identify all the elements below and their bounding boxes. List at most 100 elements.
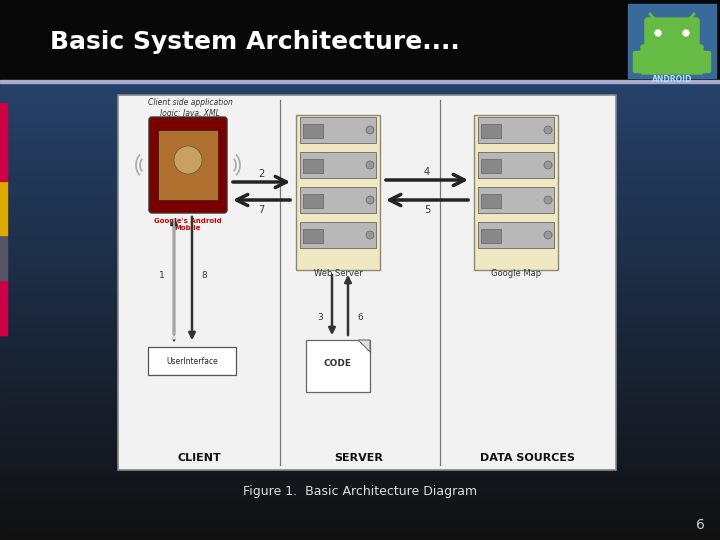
Bar xyxy=(0,38,720,40)
Bar xyxy=(0,211,720,213)
Bar xyxy=(0,189,720,192)
Bar xyxy=(0,367,720,370)
Bar xyxy=(0,513,720,516)
Bar xyxy=(0,216,720,219)
Bar xyxy=(0,219,720,221)
Bar xyxy=(0,518,720,521)
Bar xyxy=(0,3,720,5)
Bar xyxy=(0,0,720,3)
Bar xyxy=(0,213,720,216)
Bar xyxy=(0,284,720,286)
Bar xyxy=(0,46,720,49)
Bar xyxy=(0,159,720,162)
Bar xyxy=(0,470,720,472)
FancyBboxPatch shape xyxy=(634,51,644,72)
Bar xyxy=(0,173,720,176)
Bar xyxy=(0,526,720,529)
Bar xyxy=(0,62,720,65)
Bar xyxy=(0,278,720,281)
Bar xyxy=(0,486,720,489)
Bar xyxy=(0,265,720,267)
Bar xyxy=(481,229,501,243)
Circle shape xyxy=(544,231,552,239)
Bar xyxy=(0,529,720,532)
Text: 6: 6 xyxy=(357,313,363,322)
Bar xyxy=(158,130,218,200)
Text: 6: 6 xyxy=(696,518,704,532)
Bar xyxy=(0,208,720,211)
Bar xyxy=(0,132,720,135)
Bar xyxy=(0,464,720,467)
Bar xyxy=(0,359,720,362)
Bar xyxy=(300,152,376,178)
Bar xyxy=(0,178,720,181)
Bar xyxy=(0,248,720,251)
Bar xyxy=(0,197,720,200)
Bar xyxy=(0,140,720,143)
Bar xyxy=(0,68,720,70)
Bar xyxy=(0,122,720,124)
Bar xyxy=(0,416,720,418)
Bar xyxy=(0,256,720,259)
Bar xyxy=(0,418,720,421)
Bar xyxy=(0,192,720,194)
FancyBboxPatch shape xyxy=(149,117,227,213)
Bar xyxy=(0,535,720,537)
Bar xyxy=(481,159,501,173)
Bar xyxy=(0,73,720,76)
Bar xyxy=(0,281,7,335)
Bar xyxy=(0,424,720,427)
Bar xyxy=(0,97,720,100)
Bar xyxy=(0,240,720,243)
Bar xyxy=(303,194,323,208)
Bar xyxy=(0,84,720,86)
Bar xyxy=(0,235,720,238)
Bar xyxy=(0,373,720,375)
Bar xyxy=(0,165,720,167)
Bar xyxy=(0,135,720,138)
Bar xyxy=(0,532,720,535)
Bar xyxy=(0,119,720,122)
Bar xyxy=(303,229,323,243)
Bar xyxy=(0,329,720,332)
Bar xyxy=(0,443,720,445)
Bar xyxy=(0,440,720,443)
Bar xyxy=(0,30,720,32)
Bar xyxy=(0,127,720,130)
Bar xyxy=(0,5,720,8)
Bar xyxy=(0,0,720,80)
Text: 5: 5 xyxy=(424,205,430,215)
Bar xyxy=(0,454,720,456)
Bar xyxy=(0,446,720,448)
Bar xyxy=(0,103,720,105)
Text: Google Map: Google Map xyxy=(491,269,541,278)
Bar xyxy=(0,402,720,405)
Bar xyxy=(0,162,720,165)
Bar xyxy=(0,516,720,518)
Bar xyxy=(0,281,720,284)
Bar xyxy=(0,24,720,27)
Bar xyxy=(0,427,720,429)
Bar xyxy=(0,397,720,400)
Bar xyxy=(0,475,720,478)
Bar xyxy=(0,232,720,235)
Text: Basic System Architecture....: Basic System Architecture.... xyxy=(50,30,460,54)
Bar xyxy=(478,117,554,143)
Bar xyxy=(0,54,720,57)
Bar xyxy=(0,124,720,127)
Bar xyxy=(0,335,720,338)
Bar xyxy=(0,146,720,148)
Bar xyxy=(118,95,616,470)
Bar xyxy=(0,151,720,154)
Bar xyxy=(0,221,720,224)
Bar xyxy=(0,310,720,313)
Circle shape xyxy=(655,30,661,36)
Circle shape xyxy=(174,146,202,174)
Circle shape xyxy=(683,30,689,36)
Bar xyxy=(0,481,720,483)
Bar xyxy=(0,202,720,205)
Bar xyxy=(0,184,720,186)
Bar xyxy=(0,472,720,475)
FancyBboxPatch shape xyxy=(700,51,711,72)
Bar xyxy=(0,497,720,500)
